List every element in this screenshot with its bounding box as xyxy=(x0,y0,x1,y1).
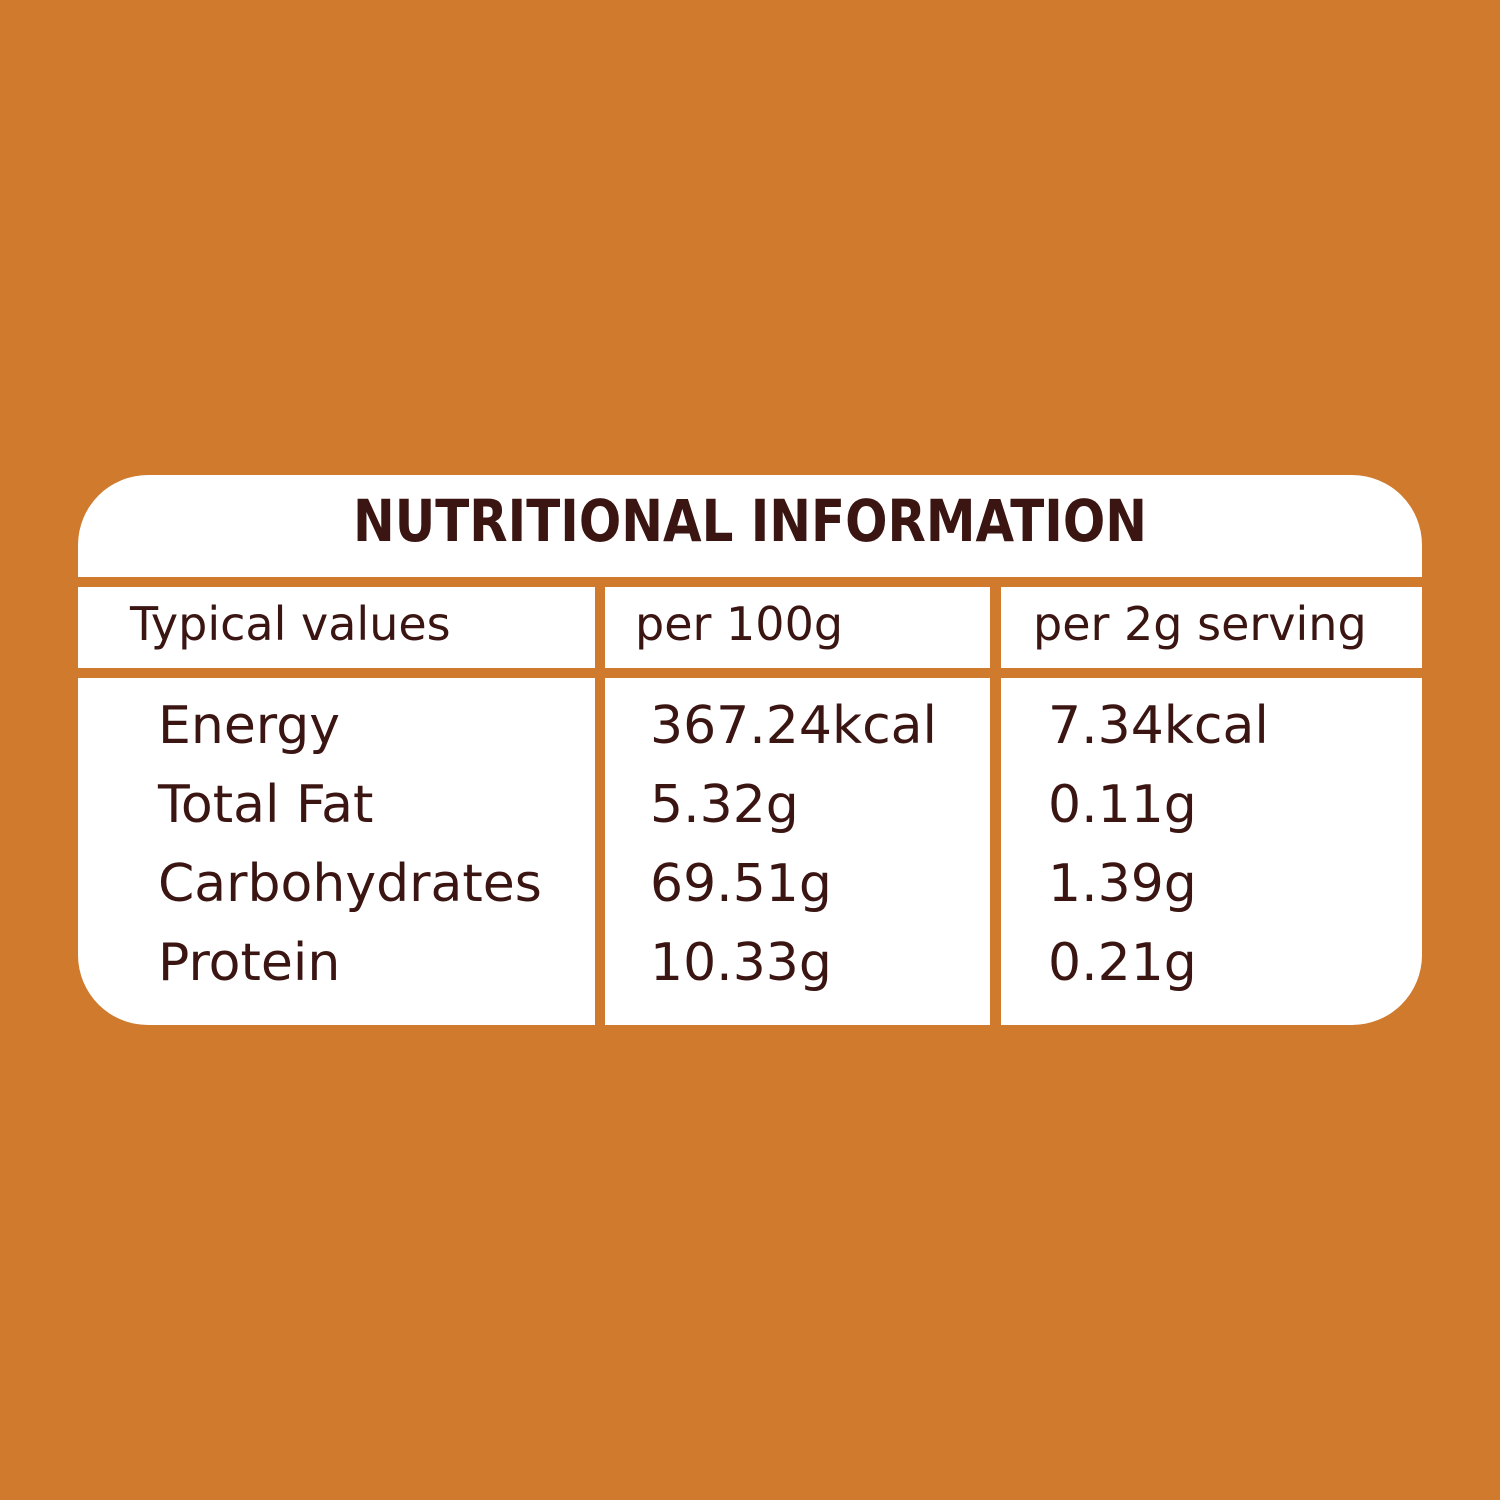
value-cell: 0.21g xyxy=(1048,933,1197,993)
value-cell: 1.39g xyxy=(1048,854,1197,914)
value-cell: 7.34kcal xyxy=(1048,696,1269,756)
divider xyxy=(990,587,1001,1037)
value-cell: 5.32g xyxy=(650,775,799,835)
header-cell: Typical values xyxy=(130,597,451,651)
value-cell: 10.33g xyxy=(650,933,832,993)
row-label: Energy xyxy=(158,696,341,756)
title: NUTRITIONAL INFORMATION xyxy=(352,487,1148,555)
header-cell: per 2g serving xyxy=(1033,597,1367,651)
divider xyxy=(0,668,1500,678)
table-panel xyxy=(78,475,1422,1025)
value-cell: 0.11g xyxy=(1048,775,1197,835)
header-cell: per 100g xyxy=(635,597,844,651)
row-label: Carbohydrates xyxy=(158,854,542,914)
row-label: Total Fat xyxy=(158,775,374,835)
divider xyxy=(0,577,1500,587)
value-cell: 367.24kcal xyxy=(650,696,937,756)
row-label: Protein xyxy=(158,933,341,993)
divider xyxy=(595,587,605,1037)
value-cell: 69.51g xyxy=(650,854,832,914)
